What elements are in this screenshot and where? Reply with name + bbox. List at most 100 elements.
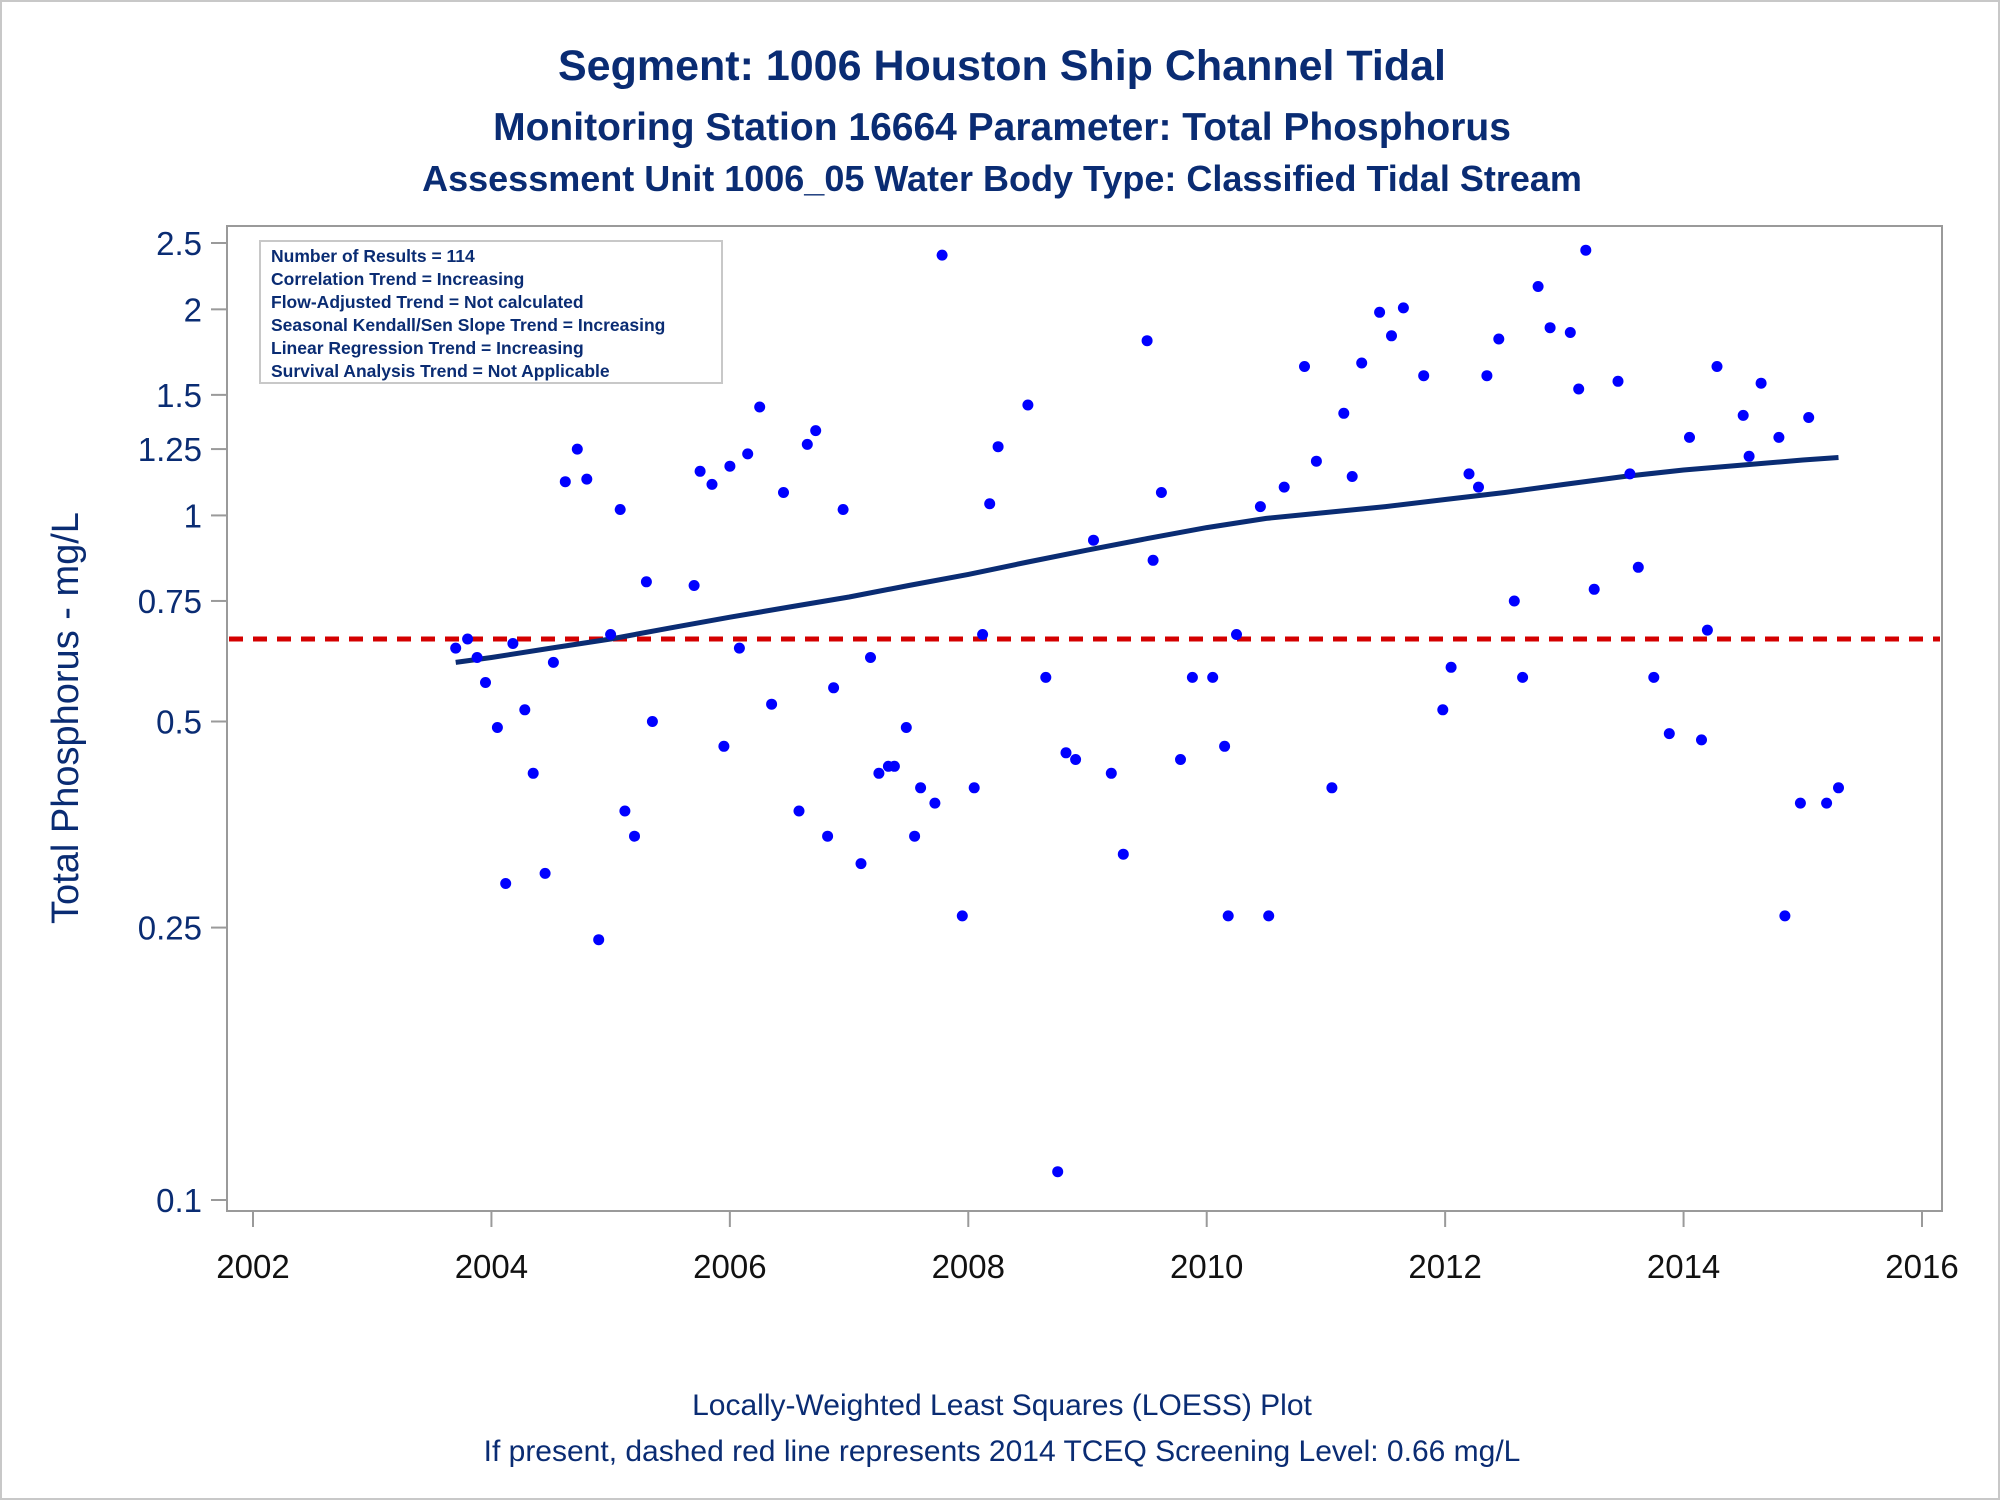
data-point [519, 704, 531, 716]
footnote-1: Locally-Weighted Least Squares (LOESS) P… [692, 1389, 1312, 1422]
data-point [1743, 450, 1755, 462]
trend-summary-box: Number of Results = 114 Correlation Tren… [259, 240, 723, 384]
data-point [1374, 306, 1386, 318]
y-tick-label: 0.5 [156, 704, 202, 741]
data-point [865, 652, 876, 663]
data-point [1231, 629, 1242, 640]
data-point [559, 476, 571, 488]
data-point [640, 576, 652, 588]
summary-line-6: Survival Analysis Trend = Not Applicable [271, 361, 610, 381]
data-point [1070, 754, 1082, 765]
data-point [1481, 370, 1493, 382]
data-point [1508, 595, 1520, 607]
data-point [1222, 910, 1234, 922]
data-point [571, 443, 583, 455]
summary-line-4: Seasonal Kendall/Sen Slope Trend = Incre… [271, 315, 665, 335]
data-point [855, 858, 867, 870]
data-point [1821, 797, 1833, 809]
data-point [1473, 481, 1484, 493]
data-point [1052, 1166, 1064, 1178]
data-point [1612, 375, 1624, 387]
data-point [828, 682, 840, 694]
data-point [1773, 431, 1785, 443]
data-point [915, 782, 927, 794]
data-point [688, 580, 700, 591]
x-tick-label: 2014 [1647, 1248, 1720, 1285]
data-point [956, 910, 968, 922]
y-axis: 0.1 0.25 0.5 0.75 1 1.25 1.5 2 2.5 [138, 225, 228, 1219]
data-point [539, 867, 551, 879]
data-point [1588, 583, 1600, 595]
data-point [1219, 740, 1231, 752]
data-point [1663, 728, 1675, 740]
data-point [1564, 327, 1576, 338]
data-point [581, 473, 593, 485]
data-point [810, 425, 822, 437]
data-point [1263, 910, 1275, 922]
x-tick-label: 2010 [1170, 1248, 1243, 1285]
data-point [1632, 561, 1644, 573]
data-point [1580, 244, 1592, 256]
data-point [1338, 407, 1350, 419]
loess-trend-line [455, 455, 1839, 665]
summary-line-1: Number of Results = 114 [271, 246, 475, 266]
chart-title: Segment: 1006 Houston Ship Channel Tidal [558, 42, 1446, 90]
data-point [491, 722, 503, 733]
data-point [1445, 661, 1457, 673]
data-point [742, 448, 754, 460]
data-point [1624, 468, 1636, 480]
data-point [1310, 455, 1322, 467]
data-point [1155, 487, 1167, 498]
data-point [1833, 782, 1844, 794]
data-point [909, 830, 921, 842]
data-point [1105, 767, 1117, 779]
data-point [822, 830, 834, 842]
data-point [766, 698, 778, 710]
data-point [801, 438, 813, 450]
y-tick-label: 1.25 [138, 431, 202, 468]
data-point [1397, 302, 1409, 314]
x-tick-label: 2006 [693, 1248, 766, 1285]
data-point [694, 465, 706, 477]
data-point [724, 460, 736, 472]
x-tick-label: 2002 [216, 1248, 289, 1285]
y-tick-label: 0.75 [138, 583, 202, 620]
data-point [1779, 910, 1791, 922]
data-point [1463, 468, 1475, 480]
y-tick-label: 1.5 [156, 377, 202, 414]
data-point [929, 797, 941, 809]
data-point [614, 504, 626, 515]
data-point [733, 642, 745, 654]
x-tick-label: 2012 [1408, 1248, 1481, 1285]
data-point [1356, 357, 1368, 369]
data-point [992, 441, 1004, 453]
data-point [450, 642, 462, 654]
data-point [629, 830, 640, 842]
data-point [1755, 377, 1767, 389]
data-point [480, 677, 491, 688]
chart-subtitle-2: Assessment Unit 1006_05 Water Body Type:… [422, 158, 1582, 199]
data-point [936, 249, 948, 261]
summary-line-3: Flow-Adjusted Trend = Not calculated [271, 292, 584, 312]
y-tick-label: 0.1 [156, 1182, 202, 1219]
data-point [593, 934, 605, 946]
footnote-2: If present, dashed red line represents 2… [484, 1435, 1521, 1468]
data-point [1175, 754, 1186, 765]
data-point [1060, 747, 1072, 759]
data-point [888, 760, 900, 772]
data-point [1532, 281, 1544, 292]
data-point [1141, 335, 1153, 347]
data-point [1696, 734, 1707, 746]
data-point [778, 487, 789, 498]
data-point [462, 633, 474, 645]
data-point [1573, 383, 1585, 395]
data-point [1544, 322, 1556, 334]
data-point [984, 498, 996, 510]
data-point [1040, 671, 1052, 683]
chart-subtitle: Monitoring Station 16664 Parameter: Tota… [493, 106, 1511, 149]
data-point [1684, 431, 1695, 443]
data-point [1299, 361, 1310, 372]
data-point [1437, 704, 1449, 716]
summary-line-5: Linear Regression Trend = Increasing [271, 338, 584, 358]
